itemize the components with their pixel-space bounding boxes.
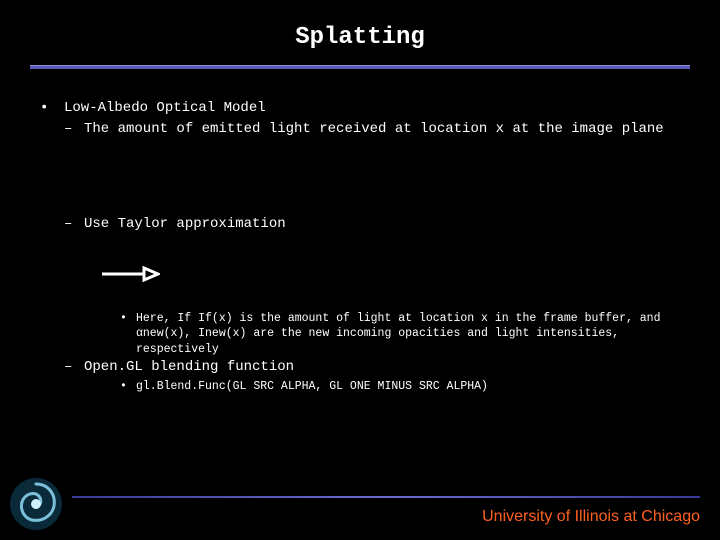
bullet-level3: • gl.Blend.Func(GL SRC ALPHA, GL ONE MIN… <box>40 379 680 395</box>
bullet-mark: • <box>40 99 64 118</box>
bullet-text: Low-Albedo Optical Model <box>64 99 266 118</box>
bullet-mark: – <box>64 215 84 234</box>
content-area: • Low-Albedo Optical Model – The amount … <box>0 69 720 395</box>
bullet-text: Open.GL blending function <box>84 358 294 377</box>
slide: Splatting • Low-Albedo Optical Model – T… <box>0 0 720 540</box>
title-area: Splatting <box>0 0 720 69</box>
bullet-level2: – The amount of emitted light received a… <box>40 120 680 139</box>
bullet-level3: • Here, If If(x) is the amount of light … <box>40 311 680 358</box>
footer-text: University of Illinois at Chicago <box>482 508 700 526</box>
bullet-text: gl.Blend.Func(GL SRC ALPHA, GL ONE MINUS… <box>136 379 488 395</box>
bullet-text: The amount of emitted light received at … <box>84 120 664 139</box>
bullet-mark: – <box>64 358 84 377</box>
bullet-level1: • Low-Albedo Optical Model <box>40 99 680 118</box>
spiral-logo-icon <box>8 476 64 532</box>
footer-divider <box>72 496 700 498</box>
spacer <box>40 141 680 215</box>
arrow-icon <box>100 266 160 282</box>
bullet-mark: – <box>64 120 84 139</box>
bullet-level2: – Open.GL blending function <box>40 358 680 377</box>
arrow-container <box>40 266 680 289</box>
slide-title: Splatting <box>0 24 720 51</box>
bullet-level2: – Use Taylor approximation <box>40 215 680 234</box>
bullet-mark: • <box>120 379 136 395</box>
spacer <box>40 236 680 256</box>
bullet-mark: • <box>120 311 136 358</box>
bullet-text: Use Taylor approximation <box>84 215 286 234</box>
bullet-text: Here, If If(x) is the amount of light at… <box>136 311 680 358</box>
